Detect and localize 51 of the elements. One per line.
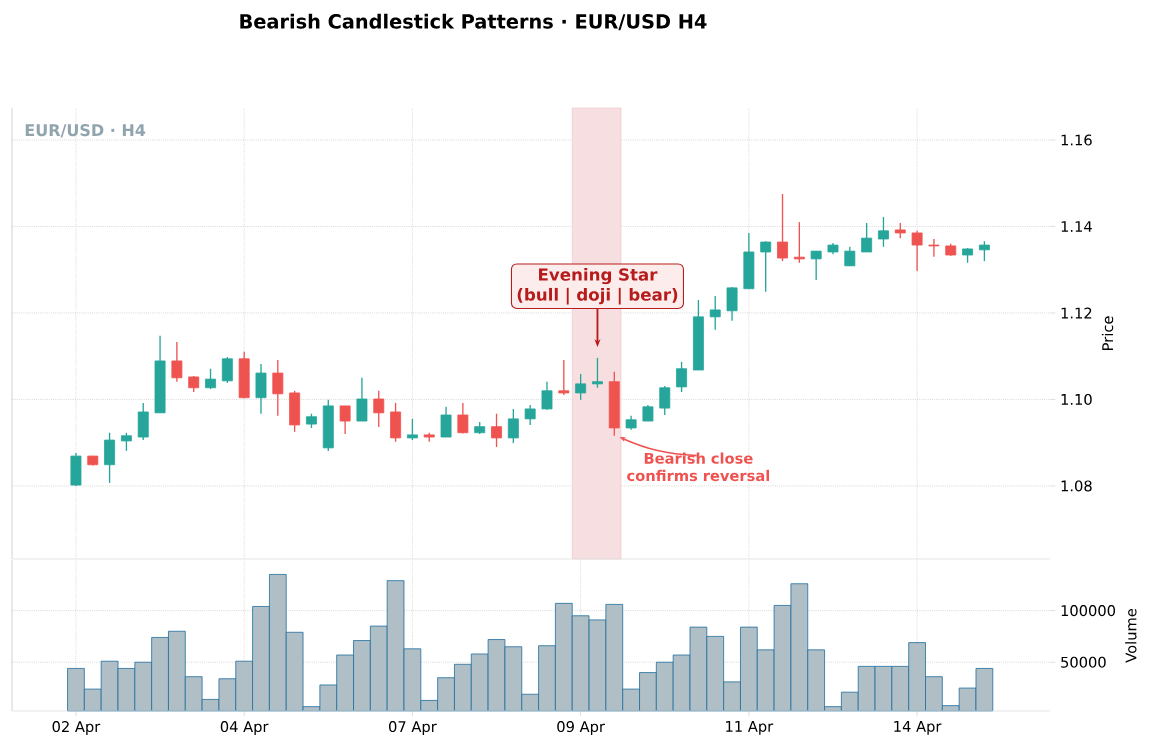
y-axis-title: Volume xyxy=(1125,608,1137,663)
candlestick xyxy=(726,286,738,322)
x-tick-label: 04 Apr xyxy=(220,721,269,735)
y-axis-title: Price xyxy=(1101,316,1114,350)
candlestick xyxy=(878,216,889,248)
candlestick xyxy=(777,193,788,262)
candlestick xyxy=(356,377,368,422)
candlestick xyxy=(120,432,132,452)
x-tick-label: 02 Apr xyxy=(52,721,101,735)
candlestick xyxy=(928,238,940,258)
candlestick xyxy=(491,413,502,448)
candlestick xyxy=(709,295,721,331)
candlestick xyxy=(541,381,553,411)
candlestick xyxy=(221,356,233,384)
candlestick xyxy=(507,408,519,444)
y-tick-label: 1.12 xyxy=(1061,307,1092,319)
y-tick-label: 1.16 xyxy=(1061,134,1092,146)
candlestick xyxy=(810,250,822,281)
candlestick xyxy=(558,359,570,396)
candlestick xyxy=(659,385,671,416)
y-tick-label: 1.14 xyxy=(1061,221,1092,232)
x-tick-label: 07 Apr xyxy=(389,721,437,735)
candlestick xyxy=(793,221,805,264)
candlestick xyxy=(760,240,772,293)
y-tick-label: 1.08 xyxy=(1061,480,1092,492)
candlestick xyxy=(861,222,873,253)
x-tick-label: 11 Apr xyxy=(726,721,774,735)
candlestick xyxy=(524,404,536,426)
candlestick xyxy=(844,246,856,267)
candlestick xyxy=(457,402,469,435)
candlestick xyxy=(440,406,452,438)
y-tick-label: 100000 xyxy=(1061,605,1116,617)
candlestick xyxy=(339,405,351,435)
candlestick xyxy=(406,418,418,441)
candlestick xyxy=(205,368,216,390)
y-tick-label: 1.10 xyxy=(1061,393,1092,405)
y-tick-label: 50000 xyxy=(1061,656,1106,668)
candlestick xyxy=(911,230,923,272)
candlestick xyxy=(592,357,603,389)
candlestick xyxy=(373,390,385,428)
x-tick-label: 14 Apr xyxy=(894,721,942,735)
annotation: Bearish close confirms reversal xyxy=(627,452,770,482)
candlestick xyxy=(676,361,688,393)
candlestick xyxy=(272,359,284,417)
annotation: EUR/USD · H4 xyxy=(25,124,146,138)
candlestick xyxy=(978,240,990,262)
annotation: Evening Star (bull | doji | bear) xyxy=(517,267,678,305)
candlestick xyxy=(171,341,183,383)
candlestick xyxy=(575,373,587,401)
chart-title: Bearish Candlestick Patterns · EUR/USD H4 xyxy=(240,13,707,31)
x-tick-label: 09 Apr xyxy=(557,721,605,735)
